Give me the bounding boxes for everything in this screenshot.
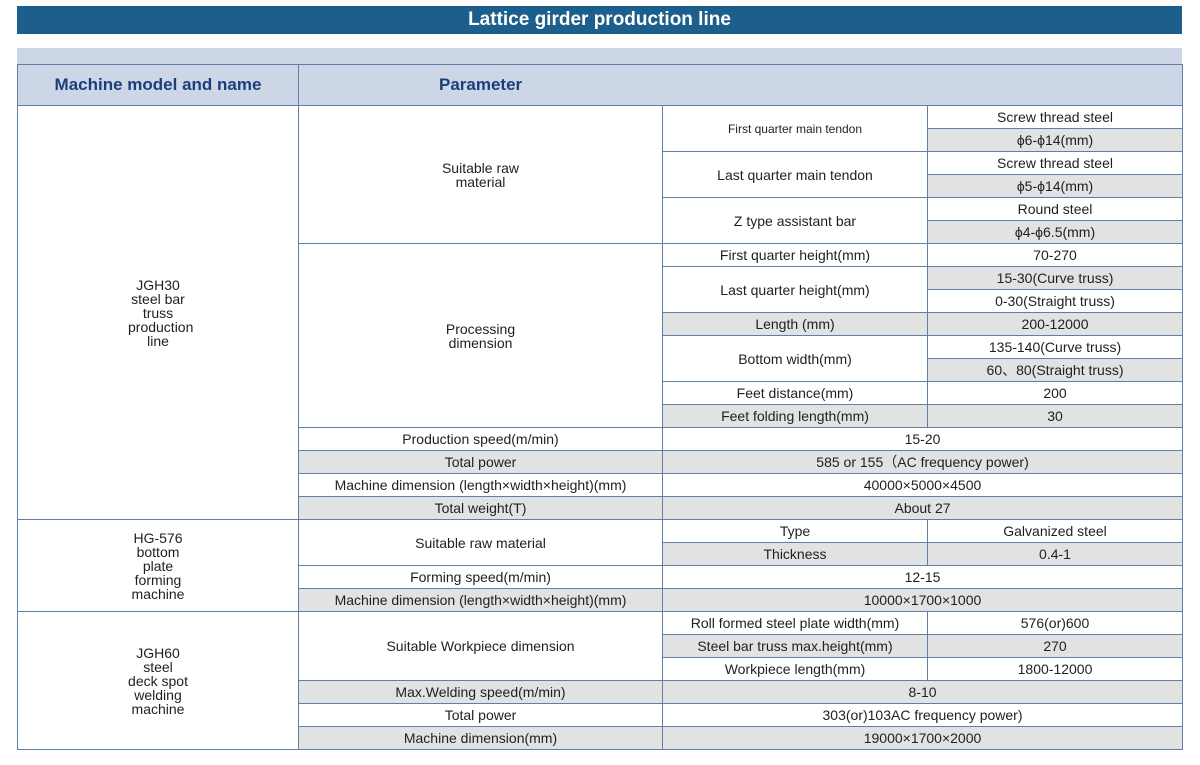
table-row: Feet distance(mm) 200 bbox=[18, 381, 1184, 405]
param-label: Steel bar truss max.height(mm) bbox=[662, 634, 928, 658]
machine-name: JGH60 steel deck spot welding machine bbox=[17, 611, 299, 750]
param-label: Total power bbox=[298, 703, 663, 727]
table-row: 60、80(Straight truss) bbox=[18, 358, 1184, 382]
param-label: First quarter main tendon bbox=[662, 105, 928, 152]
param-label: Type bbox=[662, 519, 928, 543]
table-row: Z type assistant bar Round steel bbox=[18, 197, 1184, 244]
param-label: Last quarter main tendon bbox=[662, 151, 928, 198]
table-row: JGH60 steel deck spot welding machine Su… bbox=[17, 611, 1184, 750]
param-value: 200-12000 bbox=[926, 312, 1184, 336]
header-parameter: Parameter bbox=[297, 64, 1184, 106]
param-label: Feet folding length(mm) bbox=[662, 404, 928, 428]
param-label: Length (mm) bbox=[662, 312, 928, 336]
table-row: Bottom width(mm) 135-140(Curve truss) bbox=[18, 335, 1184, 382]
table-row: JGH30 steel bar truss production line Su… bbox=[17, 105, 1184, 520]
param-value: 19000×1700×2000 bbox=[661, 726, 1184, 750]
param-value: 30 bbox=[926, 404, 1184, 428]
param-value: 12-15 bbox=[661, 565, 1184, 589]
param-label: Feet distance(mm) bbox=[662, 381, 928, 405]
param-label: Machine dimension (length×width×height)(… bbox=[298, 588, 663, 612]
param-label: Machine dimension(mm) bbox=[298, 726, 663, 750]
param-value: Galvanized steel bbox=[926, 519, 1184, 543]
param-value: 40000×5000×4500 bbox=[661, 473, 1184, 497]
table-row: Total weight(T) About 27 bbox=[18, 496, 1184, 520]
machine-name: HG-576 bottom plate forming machine bbox=[17, 519, 299, 612]
param-value: 10000×1700×1000 bbox=[661, 588, 1184, 612]
table-row: 0-30(Straight truss) bbox=[18, 289, 1184, 313]
param-value: ϕ4-ϕ6.5(mm) bbox=[926, 220, 1184, 244]
machine-name: JGH30 steel bar truss production line bbox=[17, 105, 299, 520]
table-row: Production speed(m/min) 15-20 bbox=[18, 427, 1184, 451]
param-value: 0-30(Straight truss) bbox=[926, 289, 1184, 313]
param-value: 576(or)600 bbox=[926, 611, 1184, 635]
table-row: Forming speed(m/min) 12-15 bbox=[18, 565, 1184, 589]
param-label: Total weight(T) bbox=[298, 496, 663, 520]
table-row: Length (mm) 200-12000 bbox=[18, 312, 1184, 336]
param-value: 15-30(Curve truss) bbox=[926, 266, 1184, 290]
param-value: 585 or 155（AC frequency power) bbox=[661, 450, 1184, 474]
table-row: Processing dimension First quarter heigh… bbox=[18, 243, 1184, 428]
table-row: Workpiece length(mm) 1800-12000 bbox=[18, 657, 1184, 681]
group-label: Suitable raw material bbox=[298, 105, 663, 244]
param-label: Production speed(m/min) bbox=[298, 427, 663, 451]
group-label: Processing dimension bbox=[298, 243, 663, 428]
param-value: ϕ6-ϕ14(mm) bbox=[926, 128, 1184, 152]
param-label: Roll formed steel plate width(mm) bbox=[662, 611, 928, 635]
param-value: 60、80(Straight truss) bbox=[926, 358, 1184, 382]
param-value: 0.4-1 bbox=[926, 542, 1184, 566]
param-label: Max.Welding speed(m/min) bbox=[298, 680, 663, 704]
table-row: Last quarter main tendon Screw thread st… bbox=[18, 151, 1184, 198]
param-value: 15-20 bbox=[661, 427, 1184, 451]
param-label: Forming speed(m/min) bbox=[298, 565, 663, 589]
param-value: 70-270 bbox=[926, 243, 1184, 267]
header-stripe bbox=[17, 48, 1182, 64]
param-value: Round steel bbox=[926, 197, 1184, 221]
param-label: Last quarter height(mm) bbox=[662, 266, 928, 313]
param-value: About 27 bbox=[661, 496, 1184, 520]
group-label: Suitable Workpiece dimension bbox=[298, 611, 663, 681]
table-row: Total power 303(or)103AC frequency power… bbox=[18, 703, 1184, 727]
param-label: Machine dimension (length×width×height)(… bbox=[298, 473, 663, 497]
spec-table: Machine model and name Parameter JGH30 s… bbox=[17, 64, 1184, 750]
param-value: 1800-12000 bbox=[926, 657, 1184, 681]
param-value: 8-10 bbox=[661, 680, 1184, 704]
param-label: Thickness bbox=[662, 542, 928, 566]
param-value: 200 bbox=[926, 381, 1184, 405]
param-label: Bottom width(mm) bbox=[662, 335, 928, 382]
table-row: ϕ5-ϕ14(mm) bbox=[18, 174, 1184, 198]
header-model: Machine model and name bbox=[17, 64, 299, 106]
table-row: ϕ6-ϕ14(mm) bbox=[18, 128, 1184, 152]
param-value: 270 bbox=[926, 634, 1184, 658]
table-header-row: Machine model and name Parameter bbox=[17, 64, 1184, 106]
table-row: ϕ4-ϕ6.5(mm) bbox=[18, 220, 1184, 244]
table-row: Machine dimension (length×width×height)(… bbox=[18, 473, 1184, 497]
param-value: 303(or)103AC frequency power) bbox=[661, 703, 1184, 727]
param-label: Z type assistant bar bbox=[662, 197, 928, 244]
param-value: Screw thread steel bbox=[926, 151, 1184, 175]
param-value: ϕ5-ϕ14(mm) bbox=[926, 174, 1184, 198]
group-label: Suitable raw material bbox=[298, 519, 663, 566]
table-row: HG-576 bottom plate forming machine Suit… bbox=[17, 519, 1184, 612]
param-label: Total power bbox=[298, 450, 663, 474]
param-label: Workpiece length(mm) bbox=[662, 657, 928, 681]
table-row: Last quarter height(mm) 15-30(Curve trus… bbox=[18, 266, 1184, 313]
table-row: Machine dimension(mm) 19000×1700×2000 bbox=[18, 726, 1184, 750]
param-value: 135-140(Curve truss) bbox=[926, 335, 1184, 359]
page-title: Lattice girder production line bbox=[17, 6, 1182, 34]
param-value: Screw thread steel bbox=[926, 105, 1184, 129]
param-label: First quarter height(mm) bbox=[662, 243, 928, 267]
table-row: Max.Welding speed(m/min) 8-10 bbox=[18, 680, 1184, 704]
